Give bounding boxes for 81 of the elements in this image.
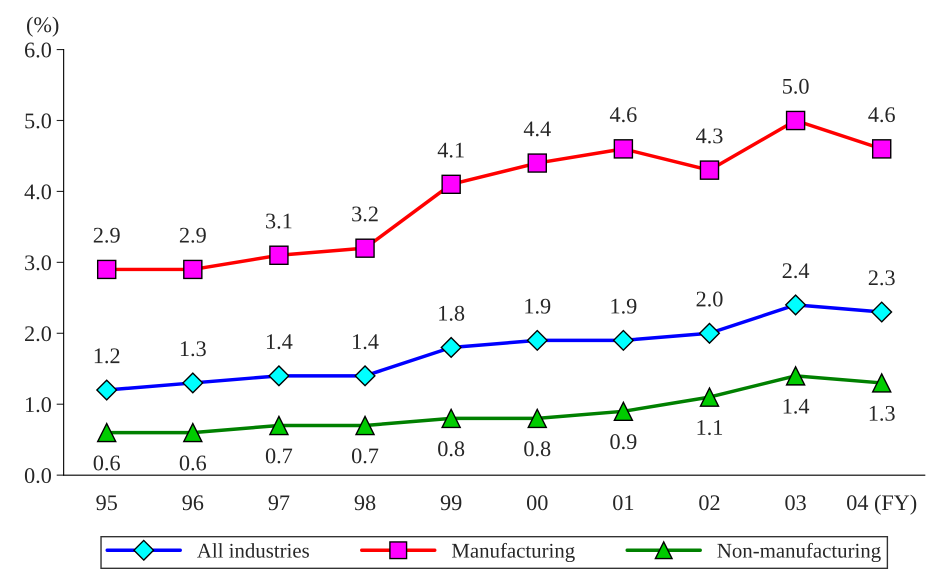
x-tick-label: 01 [613, 495, 634, 510]
data-label: 3.2 [352, 206, 378, 222]
x-tick-label: 95 [96, 495, 117, 510]
legend-label: Manufacturing [452, 542, 575, 562]
data-label: 0.6 [180, 455, 206, 471]
data-label: 4.6 [868, 107, 895, 122]
legend-label: Non-manufacturing [717, 542, 881, 562]
y-tick-label: 2.0 [25, 326, 51, 342]
point [96, 380, 118, 401]
data-label: 4.4 [524, 121, 551, 136]
x-tick-label: 98 [354, 495, 376, 510]
point [440, 336, 462, 358]
point [871, 301, 892, 323]
x-tick-label: 04 (FY) [847, 494, 916, 515]
data-label: 1.9 [525, 298, 550, 314]
y-tick-label: 4.0 [24, 184, 51, 200]
point [269, 246, 289, 265]
point [354, 365, 376, 386]
data-label: 1.9 [611, 298, 636, 314]
data-label: 1.1 [698, 420, 722, 436]
point [441, 174, 461, 194]
point [614, 402, 634, 422]
point [786, 110, 806, 130]
y-tick-label: 1.0 [26, 397, 51, 412]
data-label: 0.7 [266, 448, 292, 464]
point [183, 422, 203, 442]
point [441, 408, 461, 428]
data-label: 1.3 [180, 341, 206, 356]
x-tick-label: 02 [699, 495, 720, 510]
point [528, 408, 547, 428]
y-tick-label: 5.0 [25, 113, 51, 129]
y-tick-label: 0.0 [24, 468, 51, 484]
data-label: 0.8 [438, 441, 464, 456]
y-axis-title: (%) [27, 16, 58, 37]
data-label: 1.4 [353, 334, 379, 350]
point [526, 330, 548, 351]
point [698, 322, 720, 344]
point [700, 387, 720, 407]
point [786, 366, 806, 386]
x-tick-label: 03 [785, 495, 806, 510]
data-label: 4.3 [696, 128, 723, 144]
x-tick-label: 96 [182, 495, 204, 510]
legend-label: All industries [197, 543, 309, 558]
point [96, 260, 116, 280]
data-label: 5.0 [783, 78, 809, 94]
data-label: 1.3 [870, 406, 895, 421]
y-tick-label: 3.0 [25, 255, 51, 270]
data-label: 2.4 [782, 263, 810, 278]
x-tick-label: 97 [268, 495, 290, 510]
data-label: 0.8 [524, 441, 550, 456]
data-label: 1.4 [266, 334, 292, 350]
data-label: 0.9 [610, 434, 636, 450]
data-label: 1.2 [94, 348, 120, 364]
point [872, 373, 892, 393]
point [528, 153, 547, 173]
point [614, 139, 634, 159]
point [182, 372, 204, 394]
data-label: 2.9 [94, 228, 120, 243]
data-label: 0.7 [352, 448, 378, 464]
data-label: 2.0 [696, 292, 723, 307]
point [183, 260, 203, 280]
point [96, 422, 116, 442]
x-tick-label: 99 [440, 495, 462, 510]
point [268, 365, 290, 386]
point [269, 416, 289, 436]
point [872, 139, 892, 159]
data-label: 4.1 [438, 142, 464, 158]
point [700, 160, 720, 180]
point [785, 294, 806, 316]
data-label: 1.4 [784, 398, 810, 414]
data-label: 2.9 [180, 228, 206, 243]
data-label: 4.6 [610, 107, 637, 122]
point [355, 238, 375, 258]
point [355, 416, 375, 436]
data-label: 0.6 [94, 455, 120, 471]
data-label: 3.1 [266, 214, 292, 229]
data-label: 2.3 [868, 270, 895, 286]
y-tick-label: 6.0 [25, 42, 51, 58]
data-label: 1.8 [439, 306, 464, 321]
x-tick-label: 00 [527, 495, 548, 510]
point [612, 330, 634, 351]
